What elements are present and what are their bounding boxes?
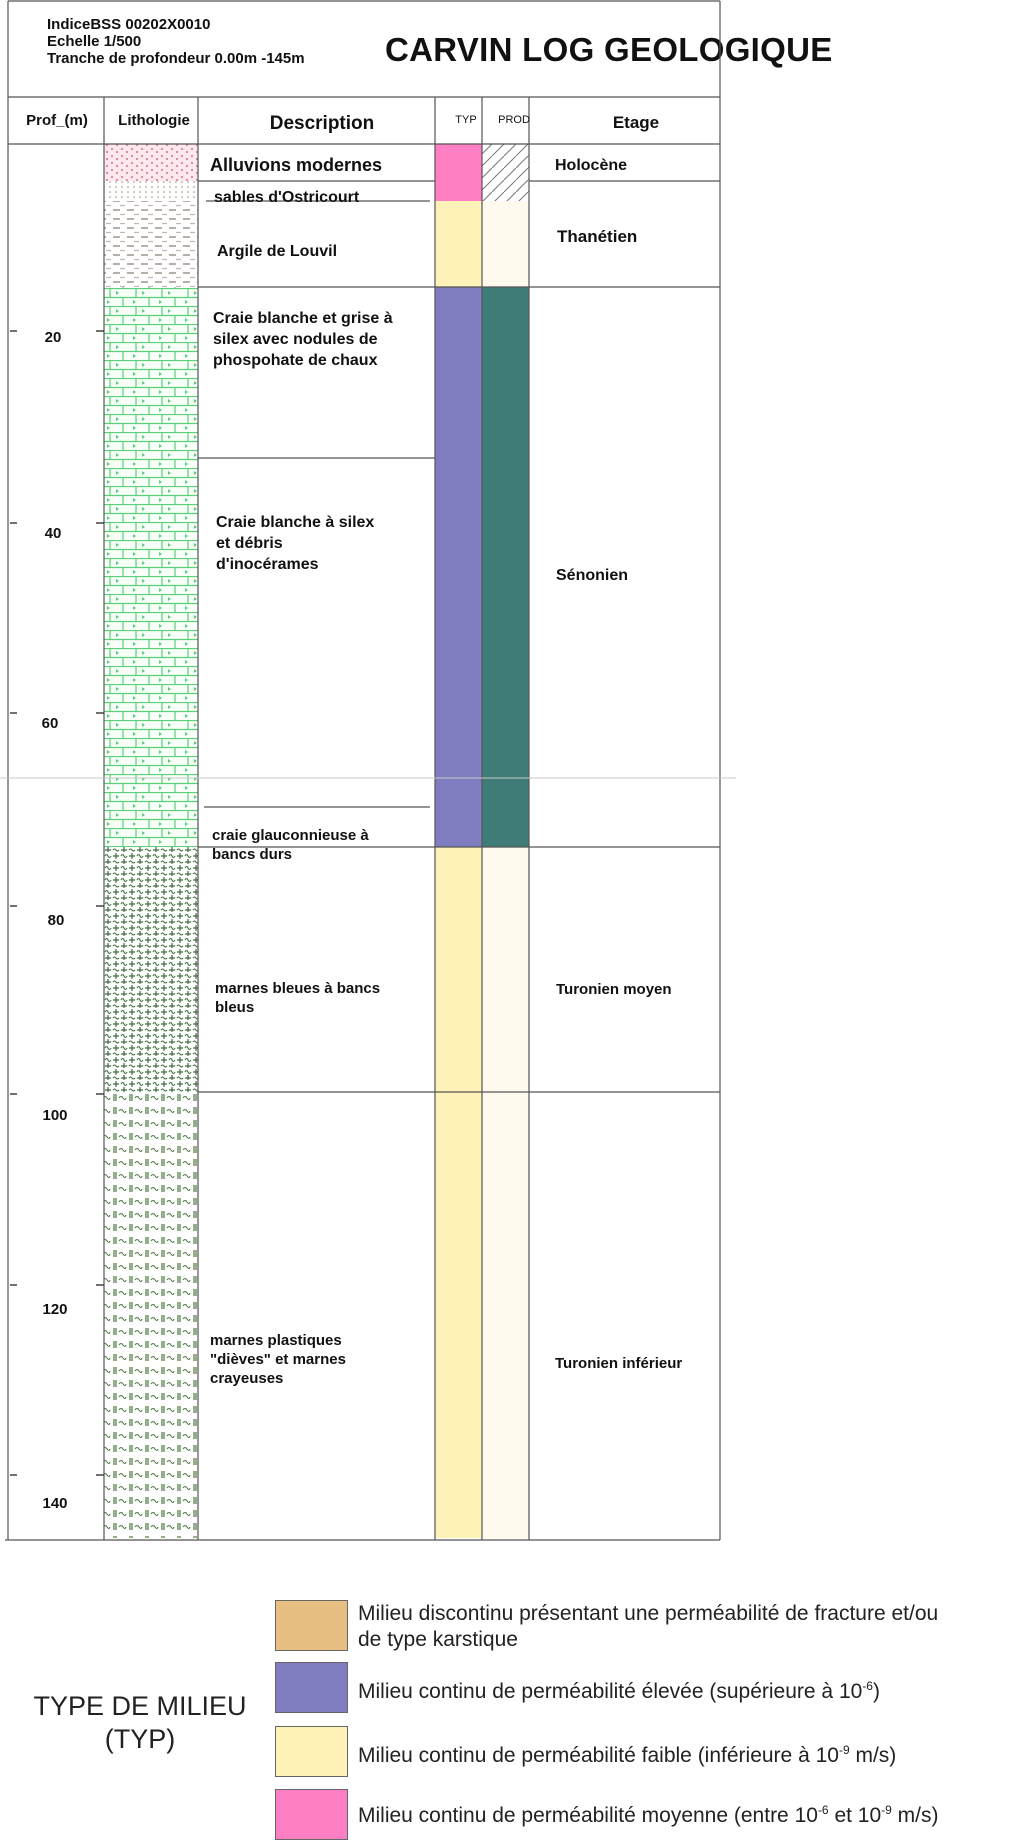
layer-description: marnes plastiques "dièves" et marnes cra… (210, 1332, 346, 1387)
header-info: IndiceBSS 00202X0010 Echelle 1/500 Tranc… (47, 16, 305, 67)
tranche-label: Tranche de profondeur 0.00m -145m (47, 50, 305, 67)
layer-description: Alluvions modernes (210, 155, 383, 175)
legend-swatch (275, 1662, 348, 1713)
typ-fill (435, 807, 482, 847)
typ-fill (435, 1092, 482, 1538)
typ-fill (435, 144, 482, 181)
legend-title-line2: (TYP) (104, 1724, 176, 1754)
legend-text-part: m/s) (891, 1804, 939, 1827)
legend-text-part: m/s) (849, 1744, 897, 1767)
log-title: CARVIN LOG GEOLOGIQUE (385, 31, 833, 68)
prod-fill (482, 458, 529, 807)
log-grid (0, 0, 736, 1541)
lithology-fill (104, 144, 198, 181)
legend-text-part: Milieu continu de perméabilité élevée (s… (358, 1680, 863, 1703)
depth-tick-label: 60 (41, 715, 59, 732)
prod-fill (482, 287, 529, 458)
layer-description: marnes bleues à bancs bleus (215, 980, 381, 1016)
etage-label: Holocène (555, 157, 628, 174)
legend-item-text: Milieu continu de perméabilité moyenne (… (358, 1797, 1028, 1829)
legend-exponent: -6 (817, 1803, 829, 1817)
legend-title-line1: TYPE DE MILIEU (33, 1691, 247, 1721)
echelle-label: Echelle 1/500 (47, 33, 142, 50)
prod-fill (482, 1092, 529, 1538)
etage-label: Thanétien (557, 227, 638, 246)
depth-tick-label: 80 (47, 912, 65, 929)
legend-title: TYPE DE MILIEU (TYP) (20, 1690, 260, 1756)
lithology-fill (104, 201, 198, 287)
depth-tick-label: 120 (42, 1301, 68, 1318)
layer-description: Argile de Louvil (217, 243, 338, 260)
depth-ticks (10, 330, 104, 1476)
lithology-fill (104, 287, 198, 458)
legend-exponent: -6 (862, 1679, 873, 1693)
legend-exponent: -9 (838, 1743, 850, 1757)
depth-tick-label: 140 (42, 1495, 68, 1512)
depth-tick-label: 100 (42, 1107, 68, 1124)
indice-label: IndiceBSS 00202X0010 (47, 16, 211, 33)
legend-text-part: Milieu continu de perméabilité faible (i… (358, 1744, 839, 1767)
legend-text-part: et 10 (828, 1804, 882, 1827)
prod-fill (482, 201, 529, 287)
typ-fill (435, 458, 482, 807)
etage-label: Turonien inférieur (555, 1355, 683, 1372)
depth-tick-label: 40 (44, 525, 62, 542)
column-header-typ: TYP (455, 114, 477, 126)
column-header-etage: Etage (612, 113, 660, 132)
lithology-fill (104, 847, 198, 1092)
lithology-fill (104, 458, 198, 807)
etage-label: Sénonien (556, 567, 629, 584)
layer-description: Craie blanche à silex et débris d'inocér… (216, 514, 375, 573)
column-header-prof: Prof_(m) (26, 112, 88, 129)
lithology-fill (104, 181, 198, 201)
depth-tick-label: 20 (44, 329, 62, 346)
legend-item-text: Milieu continu de perméabilité élevée (s… (358, 1673, 1018, 1705)
typ-fill (435, 847, 482, 1092)
legend-swatch (275, 1726, 348, 1777)
typ-fill (435, 201, 482, 287)
layer-description: Craie blanche et grise à silex avec nodu… (213, 310, 393, 369)
log-layers (104, 144, 529, 1538)
layer-description: sables d'Ostricourt (214, 189, 360, 206)
typ-fill (435, 181, 482, 201)
legend-item-text: Milieu continu de perméabilité faible (i… (358, 1737, 1018, 1769)
legend-text-part: Milieu continu de perméabilité moyenne (… (358, 1804, 818, 1827)
column-header-lithologie: Lithologie (118, 112, 190, 129)
prod-fill (482, 181, 529, 201)
lithology-fill (104, 807, 198, 847)
prod-fill (482, 807, 529, 847)
column-header-description: Description (269, 113, 375, 134)
legend-item-text: Milieu discontinu présentant une perméab… (358, 1601, 1018, 1653)
etage-label: Turonien moyen (556, 981, 672, 998)
typ-fill (435, 287, 482, 458)
legend-exponent: -9 (881, 1803, 892, 1817)
legend-item-line: Milieu discontinu présentant une perméab… (358, 1602, 939, 1625)
legend-swatch (275, 1600, 348, 1651)
legend-text-part: ) (872, 1680, 880, 1703)
column-header-prod: PROD (498, 114, 530, 126)
legend-item-line: de type karstique (358, 1628, 518, 1651)
legend-swatch (275, 1789, 348, 1840)
lithology-fill (104, 1092, 198, 1538)
prod-fill (482, 144, 529, 181)
layer-description: craie glauconnieuse à bancs durs (212, 827, 369, 863)
prod-fill (482, 847, 529, 1092)
